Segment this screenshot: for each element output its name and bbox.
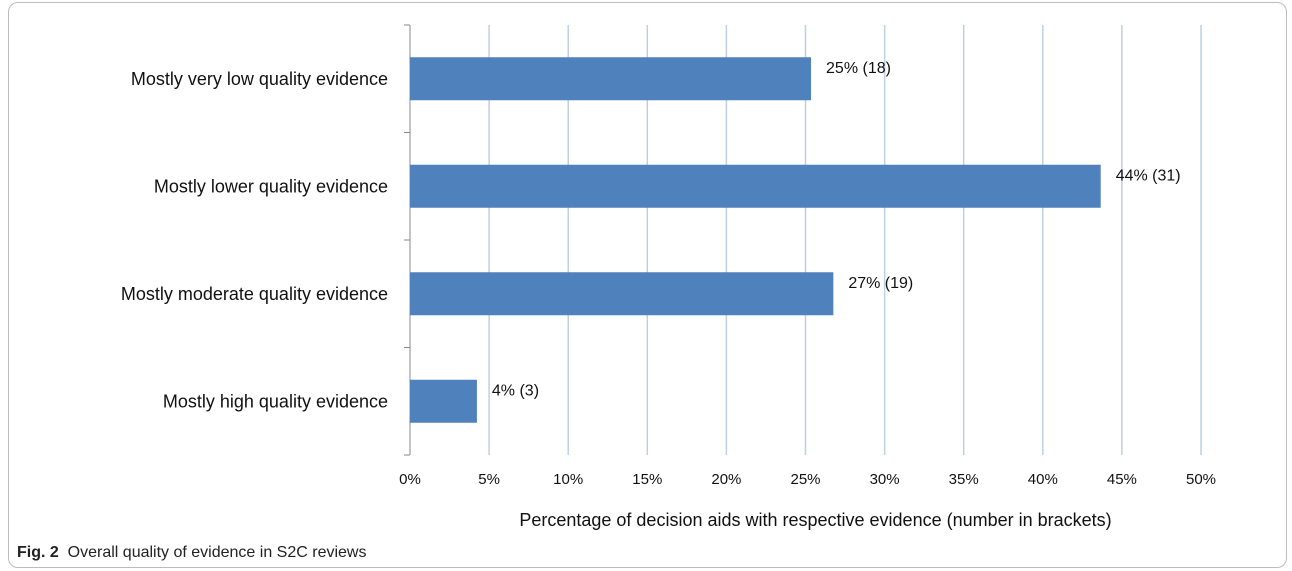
- category-label: Mostly very low quality evidence: [131, 69, 388, 89]
- x-tick-label: 5%: [478, 471, 500, 488]
- bar: [410, 57, 812, 101]
- x-tick-label: 40%: [1028, 471, 1058, 488]
- x-tick-label: 15%: [632, 471, 662, 488]
- x-axis-title: Percentage of decision aids with respect…: [519, 510, 1111, 530]
- bar-chart: Mostly very low quality evidence 25% (18)…: [121, 24, 1216, 530]
- bar: [410, 379, 477, 423]
- figure-caption-text: Overall quality of evidence in S2C revie…: [67, 544, 367, 561]
- x-tick-label: 50%: [1186, 471, 1216, 488]
- data-label: 4% (3): [492, 382, 539, 399]
- category-label: Mostly lower quality evidence: [154, 176, 388, 196]
- x-tick-label: 10%: [553, 471, 583, 488]
- x-tick-label: 45%: [1107, 471, 1137, 488]
- data-label: 25% (18): [826, 60, 891, 77]
- x-tick-label: 20%: [711, 471, 741, 488]
- data-label: 27% (19): [848, 275, 913, 292]
- category-label: Mostly high quality evidence: [163, 391, 388, 411]
- x-tick-label: 25%: [790, 471, 820, 488]
- x-tick-label: 0%: [399, 471, 421, 488]
- x-tick-label: 30%: [870, 471, 900, 488]
- figure-label: Fig. 2: [17, 544, 59, 561]
- figure-frame: [8, 2, 1287, 568]
- bar: [410, 272, 834, 316]
- category-label: Mostly moderate quality evidence: [121, 284, 388, 304]
- data-label: 44% (31): [1116, 167, 1181, 184]
- x-tick-label: 35%: [949, 471, 979, 488]
- bar: [410, 164, 1101, 208]
- figure-caption: Fig. 2 Overall quality of evidence in S2…: [17, 544, 366, 562]
